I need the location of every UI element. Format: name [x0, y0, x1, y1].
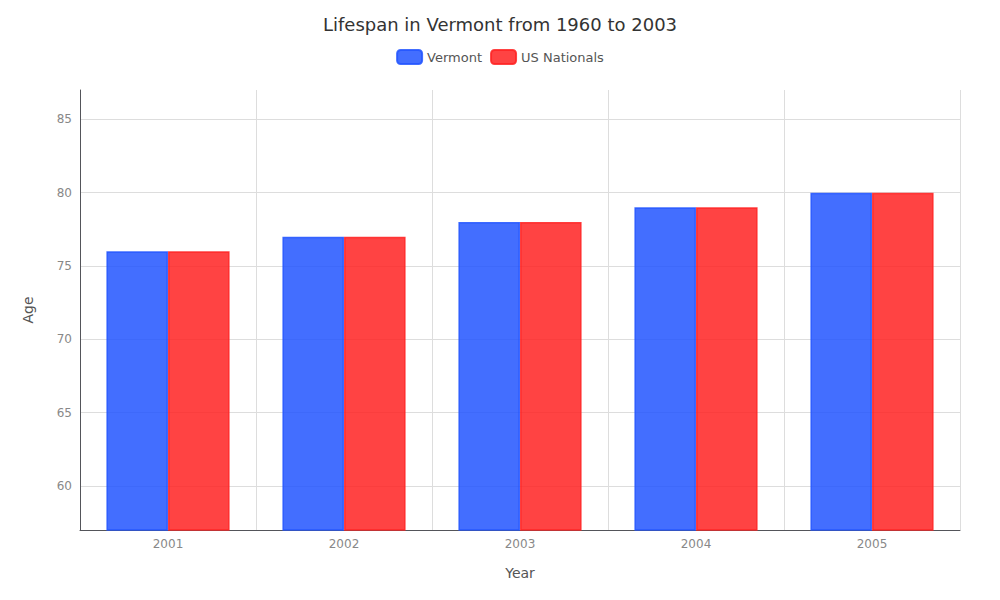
svg-text:65: 65: [57, 406, 72, 420]
svg-text:75: 75: [57, 259, 72, 273]
svg-text:70: 70: [57, 332, 72, 346]
svg-text:80: 80: [57, 186, 72, 200]
svg-text:Vermont: Vermont: [427, 50, 482, 65]
svg-text:2003: 2003: [505, 537, 536, 551]
svg-text:85: 85: [57, 112, 72, 126]
svg-text:US Nationals: US Nationals: [521, 50, 604, 65]
svg-text:Age: Age: [20, 296, 36, 323]
svg-text:2005: 2005: [857, 537, 888, 551]
svg-text:60: 60: [57, 479, 72, 493]
svg-text:Lifespan in Vermont from 1960: Lifespan in Vermont from 1960 to 2003: [323, 14, 677, 35]
svg-text:2002: 2002: [329, 537, 360, 551]
svg-text:2001: 2001: [153, 537, 184, 551]
svg-text:2004: 2004: [681, 537, 712, 551]
svg-text:Year: Year: [504, 565, 535, 581]
